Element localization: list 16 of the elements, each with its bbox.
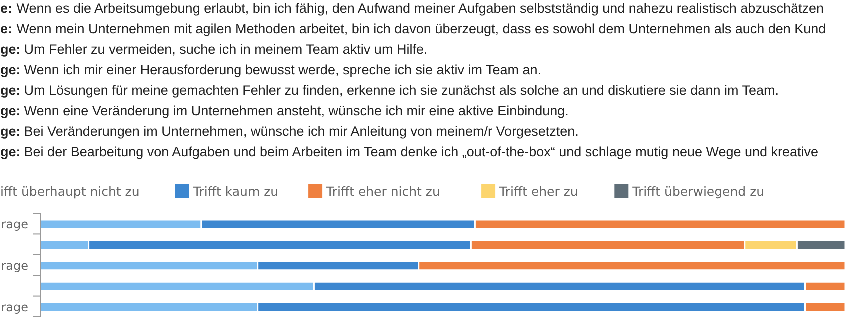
legend-label: Trifft kaum zu: [192, 184, 279, 199]
text: e: Wenn mein Unternehmen mit agilen Methoden arbeitet, bin ich davon überzeugt, dass es sowohl dem Unternehmen als auch den Kund: [0, 22, 826, 36]
text: ge: Bei der Bearbeitung von Aufgaben und beim Arbeiten im Team denke ich „out-of-the-box“ und schlage mutig neue Wege und kreative: [0, 144, 819, 160]
legend-label: Trifft überwiegend zu: [632, 184, 765, 199]
text: ge: Um Lösungen für meine gemachten Fehler zu finden, erkenne ich sie zunächst als solche an und diskutiere sie dann im Team.: [0, 83, 779, 98]
legend-label: Trifft eher nicht zu: [326, 184, 440, 199]
y-tick-label: rage: [1, 258, 29, 273]
y-tick-label: rage: [1, 300, 29, 314]
series-label: ifft überhaupt nicht zu: [0, 184, 140, 199]
text: ge: Bei Veränderungen im Unternehmen, wünsche ich mir Anleitung von meinem/r Vorgesetzten.: [0, 124, 579, 139]
legend-label: Trifft eher zu: [498, 184, 578, 199]
y-tick-label: rage: [1, 218, 29, 232]
text: ge: Um Fehler zu vermeiden, suche ich in meinem Team aktiv um Hilfe.: [0, 42, 428, 57]
text: e: Wenn es die Arbeitsumgebung erlaubt, bin ich fähig, den Aufwand meiner Aufgaben selbstständig und nahezu realistisch abzuschätzen: [0, 1, 824, 16]
text: ge: Wenn eine Veränderung im Unternehmen ansteht, wünsche ich mir eine aktive Einbindung.: [0, 104, 569, 118]
text: ge: Wenn ich mir einer Herausforderung bewusst werde, spreche ich sie aktiv im Team an.: [0, 62, 542, 78]
